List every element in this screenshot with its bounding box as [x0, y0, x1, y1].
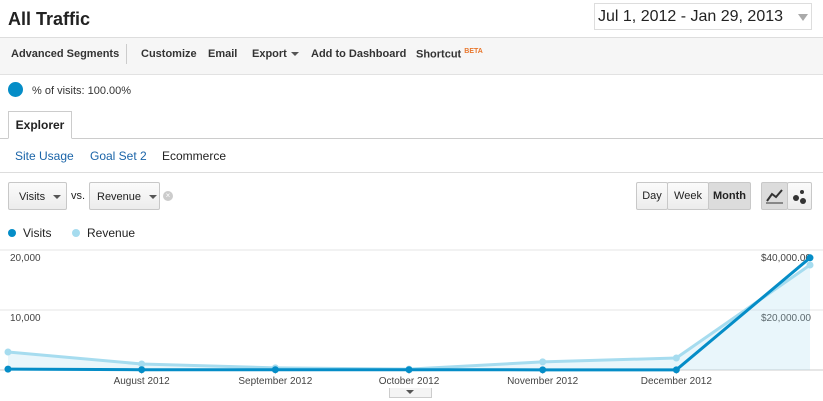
- subtab[interactable]: Site Usage: [15, 149, 74, 163]
- page-title: All Traffic: [8, 9, 91, 29]
- motion-chart-toggle[interactable]: [787, 182, 812, 210]
- data-point: [138, 360, 146, 368]
- data-point: [539, 366, 547, 374]
- toolbar-item[interactable]: Export: [252, 48, 299, 60]
- segment-icon: [8, 82, 23, 97]
- metric-dropdown[interactable]: Revenue: [89, 182, 160, 210]
- metric-dropdown[interactable]: Visits: [8, 182, 67, 210]
- series-area: [8, 265, 810, 370]
- subtab[interactable]: Goal Set 2: [90, 149, 147, 163]
- line-chart-toggle[interactable]: [761, 182, 788, 210]
- x-tick-label: August 2012: [114, 376, 171, 386]
- toolbar-item[interactable]: Customize: [141, 48, 197, 60]
- dropdown-arrow: [798, 14, 808, 21]
- caret: [53, 195, 62, 200]
- icon: [793, 190, 806, 204]
- granularity-button[interactable]: Month: [708, 182, 751, 210]
- y2-tick-label: $20,000.00: [761, 313, 811, 324]
- metric-label: Visits: [19, 191, 46, 203]
- data-point: [539, 358, 547, 366]
- vs-label: vs.: [71, 190, 86, 202]
- toolbar-item[interactable]: Add to Dashboard: [311, 48, 407, 60]
- toolbar-label: Shortcut: [416, 48, 462, 61]
- granularity-button[interactable]: Week: [667, 182, 709, 210]
- data-point: [271, 366, 279, 374]
- chart: Visits Revenue 10,000 20,000 $20,000.00 $40,0…: [0, 226, 823, 386]
- toolbar: [0, 37, 823, 75]
- toolbar-item[interactable]: Advanced Segments: [11, 48, 120, 60]
- tab-line: [0, 138, 823, 139]
- collapse-handle[interactable]: [389, 388, 432, 398]
- data-point: [405, 366, 413, 374]
- data-point: [806, 254, 814, 262]
- data-point: [672, 366, 680, 374]
- segment-label: % of visits: 100.00%: [32, 85, 132, 97]
- data-point: [4, 365, 12, 373]
- beta-badge: BETA: [464, 48, 483, 55]
- toolbar-item[interactable]: Shortcut BETA: [416, 48, 483, 61]
- date-picker[interactable]: Jul 1, 2012 - Jan 29, 2013: [594, 3, 812, 30]
- y-tick-label: 10,000: [10, 313, 41, 324]
- x-tick-label: September 2012: [238, 376, 312, 386]
- x-tick-label: December 2012: [641, 376, 713, 386]
- y2-tick-label: $40,000.00: [761, 253, 811, 264]
- tab[interactable]: Explorer: [8, 111, 72, 139]
- separator: [126, 44, 127, 64]
- date-range: Jul 1, 2012 - Jan 29, 2013: [598, 8, 784, 25]
- divider: [0, 172, 823, 173]
- legend-dot: [72, 229, 80, 237]
- granularity-button[interactable]: Day: [636, 182, 668, 210]
- subtab[interactable]: Ecommerce: [162, 149, 227, 163]
- data-point: [672, 354, 680, 362]
- x-tick-label: November 2012: [507, 376, 579, 386]
- caret: [406, 390, 414, 394]
- caret: [290, 52, 299, 57]
- toolbar-item[interactable]: Email: [208, 48, 238, 60]
- data-point: [806, 261, 814, 269]
- legend-dot: [8, 229, 16, 237]
- caret: [149, 195, 158, 200]
- toolbar-label: Export: [252, 48, 287, 60]
- y-tick-label: 20,000: [10, 253, 41, 264]
- metric-label: Revenue: [97, 191, 142, 203]
- data-point: [4, 348, 12, 356]
- data-point: [138, 366, 146, 374]
- icon: [766, 189, 783, 204]
- legend-label: Revenue: [87, 226, 135, 240]
- x-tick-label: October 2012: [379, 376, 440, 386]
- remove-button[interactable]: ×: [163, 191, 173, 201]
- legend-label: Visits: [23, 226, 51, 240]
